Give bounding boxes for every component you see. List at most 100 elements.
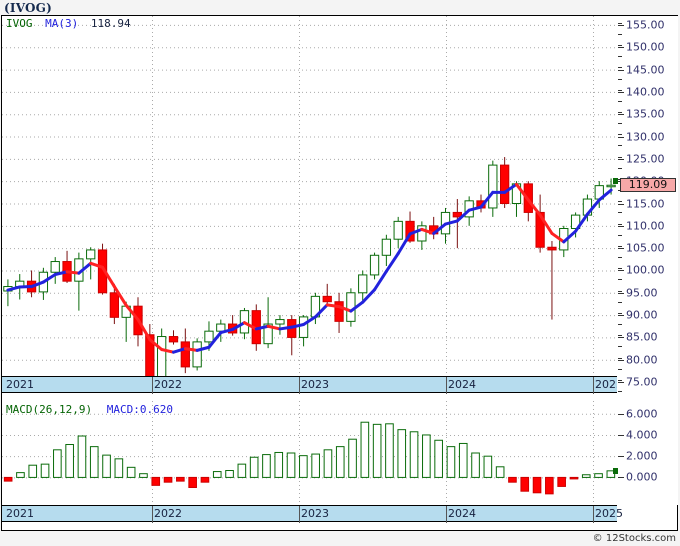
- price-tick-label: 115.00: [626, 197, 665, 210]
- price-minor-tick: [618, 380, 622, 381]
- price-tick-label: 95.00: [626, 286, 658, 300]
- price-minor-tick: [618, 268, 622, 269]
- price-tick-mark: [618, 47, 624, 48]
- price-tick-mark: [618, 382, 624, 383]
- price-axis-column: [617, 16, 678, 505]
- price-minor-tick: [618, 346, 622, 347]
- macd-tick-mark: [618, 456, 624, 457]
- price-legend: IVOG MA(3) 118.94: [6, 17, 131, 30]
- macd-tick-mark: [618, 414, 624, 415]
- price-minor-tick: [618, 279, 622, 280]
- price-minor-tick: [618, 324, 622, 325]
- price-minor-tick: [618, 235, 622, 236]
- date-label-macd: 2021: [6, 507, 34, 520]
- legend-symbol: IVOG: [6, 17, 33, 30]
- price-tick-label: 140.00: [626, 85, 665, 99]
- date-axis-price: 2021 2022 2023 2024 2025: [2, 376, 623, 394]
- price-minor-tick: [618, 101, 622, 102]
- current-price-badge: 119.09: [620, 178, 676, 193]
- macd-tick-label: 4.000: [626, 428, 658, 442]
- date-label-macd: 2024: [448, 507, 476, 520]
- macd-tick-mark: [618, 435, 624, 436]
- price-tick-mark: [618, 25, 624, 26]
- price-minor-tick: [618, 224, 622, 225]
- price-minor-tick: [618, 56, 622, 57]
- date-tick-mark: [152, 506, 153, 523]
- price-minor-tick: [618, 313, 622, 314]
- macd-legend: MACD(26,12,9) MACD:0.620: [6, 403, 173, 416]
- price-minor-tick: [618, 45, 622, 46]
- price-minor-tick: [618, 358, 622, 359]
- date-label-price: 2024: [448, 378, 476, 391]
- price-candlestick-svg: [2, 16, 617, 391]
- date-label-price: 2025: [595, 378, 623, 391]
- price-tick-label: 130.00: [626, 130, 665, 144]
- price-minor-tick: [618, 23, 622, 24]
- price-minor-tick: [618, 391, 622, 392]
- date-label-price: 2023: [301, 378, 329, 391]
- price-tick-label: 85.00: [626, 330, 658, 344]
- date-tick-mark: [593, 506, 594, 523]
- price-tick-mark: [618, 315, 624, 316]
- legend-macd-value: MACD:0.620: [106, 403, 173, 416]
- price-minor-tick: [618, 335, 622, 336]
- price-tick-label: 135.00: [626, 107, 665, 121]
- date-label-price: 2021: [6, 378, 34, 391]
- macd-tick-label: 2.000: [626, 449, 658, 463]
- price-tick-label: 100.00: [626, 263, 665, 277]
- date-tick-mark: [152, 377, 153, 394]
- price-minor-tick: [618, 291, 622, 292]
- price-tick-label: 145.00: [626, 63, 665, 77]
- date-tick-mark: [299, 506, 300, 523]
- macd-histogram-svg: [2, 401, 617, 505]
- price-minor-tick: [618, 34, 622, 35]
- date-label-price: 2022: [154, 378, 182, 391]
- price-tick-mark: [618, 293, 624, 294]
- price-tick-mark: [618, 248, 624, 249]
- date-label-macd: 2022: [154, 507, 182, 520]
- price-tick-mark: [618, 270, 624, 271]
- price-tick-label: 150.00: [626, 40, 665, 54]
- price-minor-tick: [618, 123, 622, 124]
- price-minor-tick: [618, 369, 622, 370]
- legend-ma-value: 118.94: [90, 17, 131, 30]
- date-axis-macd: 2021 2022 2023 2024 2025: [2, 505, 623, 523]
- price-tick-mark: [618, 337, 624, 338]
- price-tick-mark: [618, 70, 624, 71]
- price-minor-tick: [618, 112, 622, 113]
- legend-macd-name: MACD(26,12,9): [6, 403, 93, 416]
- price-minor-tick: [618, 157, 622, 158]
- price-minor-tick: [618, 212, 622, 213]
- price-minor-tick: [618, 134, 622, 135]
- price-tick-mark: [618, 92, 624, 93]
- price-tick-label: 105.00: [626, 241, 665, 255]
- copyright-label: © 12Stocks.com: [592, 533, 676, 544]
- page-title: (IVOG): [4, 1, 52, 15]
- price-minor-tick: [618, 168, 622, 169]
- axis-value-marker: [613, 467, 618, 474]
- price-minor-tick: [618, 79, 622, 80]
- date-label-macd: 2023: [301, 507, 329, 520]
- price-tick-label: 75.00: [626, 375, 658, 389]
- price-tick-mark: [618, 360, 624, 361]
- macd-chart-panel[interactable]: [2, 401, 617, 505]
- axis-value-marker: [613, 178, 618, 185]
- price-chart-panel[interactable]: [2, 16, 617, 391]
- price-tick-mark: [618, 204, 624, 205]
- price-tick-label: 90.00: [626, 308, 658, 322]
- price-tick-label: 125.00: [626, 152, 665, 166]
- macd-tick-label: 6.000: [626, 407, 658, 421]
- price-minor-tick: [618, 67, 622, 68]
- price-minor-tick: [618, 90, 622, 91]
- price-minor-tick: [618, 257, 622, 258]
- legend-ma-label: MA(3): [45, 17, 79, 30]
- date-label-macd: 2025: [595, 507, 623, 520]
- date-tick-mark: [446, 506, 447, 523]
- price-minor-tick: [618, 246, 622, 247]
- price-tick-label: 80.00: [626, 353, 658, 367]
- title-bar: (IVOG): [0, 0, 680, 16]
- date-tick-mark: [593, 377, 594, 394]
- price-tick-mark: [618, 114, 624, 115]
- price-tick-label: 155.00: [626, 18, 665, 32]
